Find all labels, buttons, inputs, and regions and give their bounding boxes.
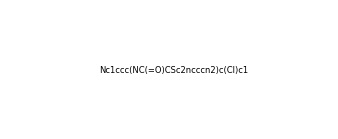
Text: Nc1ccc(NC(=O)CSc2ncccn2)c(Cl)c1: Nc1ccc(NC(=O)CSc2ncccn2)c(Cl)c1 <box>99 66 248 75</box>
